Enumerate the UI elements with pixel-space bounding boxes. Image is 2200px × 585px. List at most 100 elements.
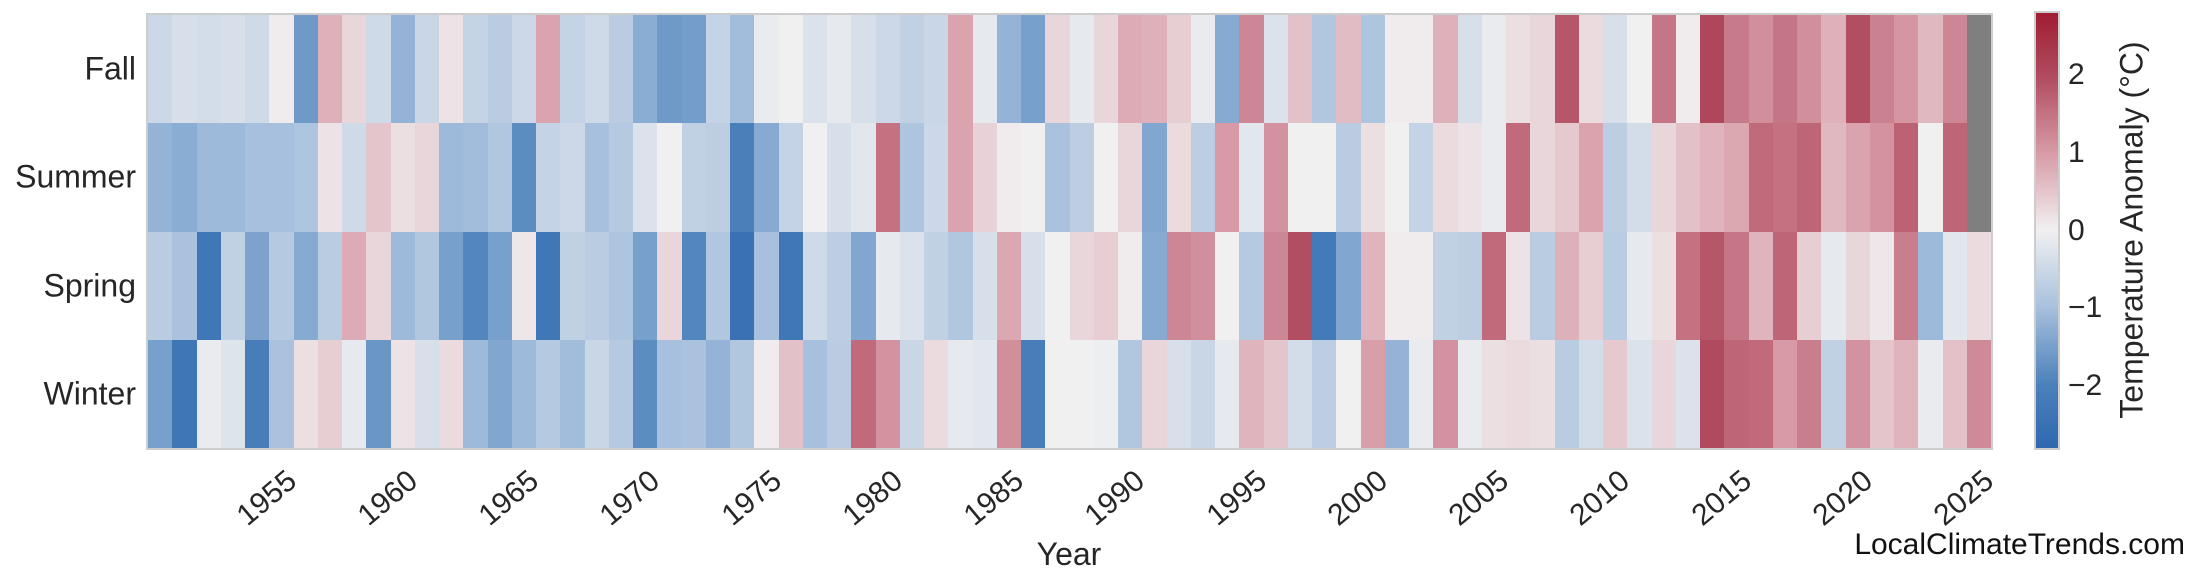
heatmap-cell xyxy=(657,15,682,124)
heatmap-cell xyxy=(1263,231,1288,340)
heatmap-cell xyxy=(657,339,682,448)
heatmap-cell xyxy=(851,15,876,124)
heatmap-cell xyxy=(1966,15,1991,124)
x-tick-1995: 1995 xyxy=(1200,464,1273,533)
heatmap-cell xyxy=(1918,339,1943,448)
heatmap-cell xyxy=(1821,231,1846,340)
heatmap-cell xyxy=(366,15,391,124)
heatmap-cell xyxy=(1263,15,1288,124)
heatmap-cell xyxy=(1118,339,1143,448)
colorbar-tick-1: 1 xyxy=(2068,135,2085,169)
heatmap-cell xyxy=(511,15,536,124)
heatmap-cell xyxy=(633,15,658,124)
heatmap-cell xyxy=(487,231,512,340)
heatmap-cell xyxy=(1190,339,1215,448)
colorbar xyxy=(2034,11,2060,450)
heatmap-cell xyxy=(293,231,318,340)
heatmap-cell xyxy=(1869,123,1894,232)
heatmap-cell xyxy=(1360,339,1385,448)
heatmap-cell xyxy=(1918,231,1943,340)
heatmap-cell xyxy=(317,231,342,340)
heatmap-cell xyxy=(439,231,464,340)
heatmap-cell xyxy=(1797,231,1822,340)
heatmap-cell xyxy=(1142,15,1167,124)
heatmap-cell xyxy=(1312,339,1337,448)
heatmap-cell xyxy=(172,231,197,340)
heatmap-cell xyxy=(536,339,561,448)
heatmap-cell xyxy=(1869,15,1894,124)
heatmap-cell xyxy=(1700,339,1725,448)
heatmap-cell xyxy=(1166,15,1191,124)
heatmap-cell xyxy=(439,15,464,124)
x-tick-1965: 1965 xyxy=(472,464,546,533)
heatmap-cell xyxy=(1239,231,1264,340)
heatmap-cell xyxy=(1554,123,1579,232)
heatmap-cell xyxy=(875,123,900,232)
heatmap-cell xyxy=(584,339,609,448)
heatmap-cell xyxy=(1675,15,1700,124)
heatmap-cell xyxy=(269,231,294,340)
heatmap-cell xyxy=(1627,339,1652,448)
heatmap-cell xyxy=(1190,231,1215,340)
heatmap-cell xyxy=(899,123,924,232)
heatmap-cell xyxy=(730,339,755,448)
heatmap-cell xyxy=(996,231,1021,340)
heatmap-cell xyxy=(1724,339,1749,448)
heatmap-cell xyxy=(1627,231,1652,340)
heatmap-cell xyxy=(1433,339,1458,448)
heatmap-cell xyxy=(924,15,949,124)
heatmap-cell xyxy=(1215,231,1240,340)
heatmap-cell xyxy=(1457,15,1482,124)
heatmap-cell xyxy=(269,123,294,232)
x-tick-1975: 1975 xyxy=(715,464,788,533)
heatmap-cell xyxy=(948,15,973,124)
x-tick-1980: 1980 xyxy=(836,464,909,533)
heatmap-cell xyxy=(1942,15,1967,124)
heatmap-cell xyxy=(1627,123,1652,232)
heatmap-cell xyxy=(511,123,536,232)
heatmap-cell xyxy=(584,231,609,340)
heatmap-cell xyxy=(1797,339,1822,448)
heatmap-cell xyxy=(1603,231,1628,340)
heatmap-cell xyxy=(1409,231,1434,340)
heatmap-cell xyxy=(899,15,924,124)
heatmap-cell xyxy=(439,339,464,448)
heatmap-cell xyxy=(1675,123,1700,232)
heatmap-cell xyxy=(414,123,439,232)
heatmap-cell xyxy=(1772,231,1797,340)
x-axis-title: Year xyxy=(1036,536,1102,572)
colorbar-title: Temperature Anomaly (°C) xyxy=(2113,41,2150,419)
heatmap-cell xyxy=(1627,15,1652,124)
heatmap-cell xyxy=(730,123,755,232)
heatmap-cell xyxy=(196,231,221,340)
heatmap-cell xyxy=(1069,231,1094,340)
heatmap-cell xyxy=(851,339,876,448)
heatmap-cell xyxy=(1481,15,1506,124)
heatmap-cell xyxy=(1166,339,1191,448)
heatmap-cell xyxy=(1918,123,1943,232)
heatmap-cell xyxy=(1894,231,1919,340)
heatmap-cell xyxy=(487,15,512,124)
heatmap-cell xyxy=(1287,15,1312,124)
heatmap-cell xyxy=(536,123,561,232)
heatmap-cell xyxy=(681,339,706,448)
heatmap-cell xyxy=(1894,123,1919,232)
heatmap-cell xyxy=(802,15,827,124)
heatmap-cell xyxy=(1045,339,1070,448)
heatmap-cell xyxy=(1821,15,1846,124)
heatmap-cell xyxy=(1578,15,1603,124)
x-tick-2020: 2020 xyxy=(1806,464,1879,533)
heatmap-cell xyxy=(1045,123,1070,232)
heatmap-cell xyxy=(1651,339,1676,448)
heatmap-cell xyxy=(899,231,924,340)
heatmap-cell xyxy=(948,123,973,232)
heatmap-cell xyxy=(1942,231,1967,340)
heatmap-cell xyxy=(1772,339,1797,448)
x-tick-2015: 2015 xyxy=(1685,464,1758,533)
heatmap-cell xyxy=(1118,231,1143,340)
heatmap-cell xyxy=(317,339,342,448)
row-label-summer: Summer xyxy=(15,158,136,195)
heatmap-cell xyxy=(390,231,415,340)
heatmap-cell xyxy=(487,339,512,448)
heatmap-cell xyxy=(1312,123,1337,232)
